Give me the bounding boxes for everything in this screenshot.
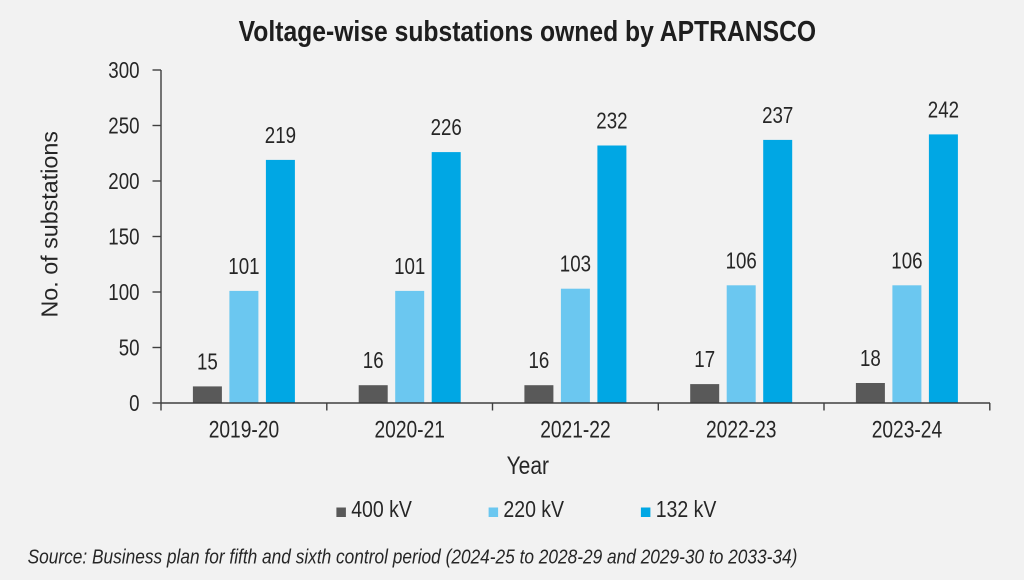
svg-text:0: 0: [129, 390, 139, 417]
svg-text:226: 226: [431, 114, 462, 141]
svg-text:17: 17: [694, 346, 715, 373]
svg-text:2020-21: 2020-21: [374, 415, 444, 443]
svg-text:400 kV: 400 kV: [351, 496, 412, 522]
svg-text:237: 237: [762, 102, 793, 129]
svg-text:2021-22: 2021-22: [540, 415, 610, 443]
svg-text:300: 300: [108, 57, 139, 84]
svg-text:132 kV: 132 kV: [656, 496, 717, 522]
svg-text:15: 15: [197, 348, 218, 375]
svg-text:219: 219: [265, 122, 296, 149]
svg-text:16: 16: [363, 347, 384, 374]
svg-text:220 kV: 220 kV: [503, 496, 564, 522]
svg-text:200: 200: [108, 168, 139, 195]
svg-text:103: 103: [560, 251, 591, 278]
svg-text:101: 101: [228, 253, 259, 280]
svg-text:106: 106: [726, 247, 757, 274]
svg-text:2023-24: 2023-24: [872, 415, 942, 443]
svg-text:16: 16: [529, 347, 550, 374]
svg-text:Voltage-wise substations owned: Voltage-wise substations owned by APTRAN…: [239, 15, 816, 47]
svg-text:No. of substations: No. of substations: [37, 131, 63, 317]
svg-text:242: 242: [928, 96, 959, 123]
svg-text:100: 100: [108, 279, 139, 306]
svg-text:50: 50: [119, 334, 140, 361]
svg-text:150: 150: [108, 223, 139, 250]
svg-text:106: 106: [891, 247, 922, 274]
svg-text:Source: Business plan for fift: Source: Business plan for fifth and sixt…: [28, 546, 798, 569]
svg-text:232: 232: [596, 107, 627, 134]
svg-text:2019-20: 2019-20: [209, 415, 279, 443]
svg-text:101: 101: [394, 253, 425, 280]
svg-text:18: 18: [860, 345, 881, 372]
svg-text:Year: Year: [507, 451, 550, 479]
svg-text:2022-23: 2022-23: [706, 415, 776, 443]
svg-text:250: 250: [108, 112, 139, 139]
